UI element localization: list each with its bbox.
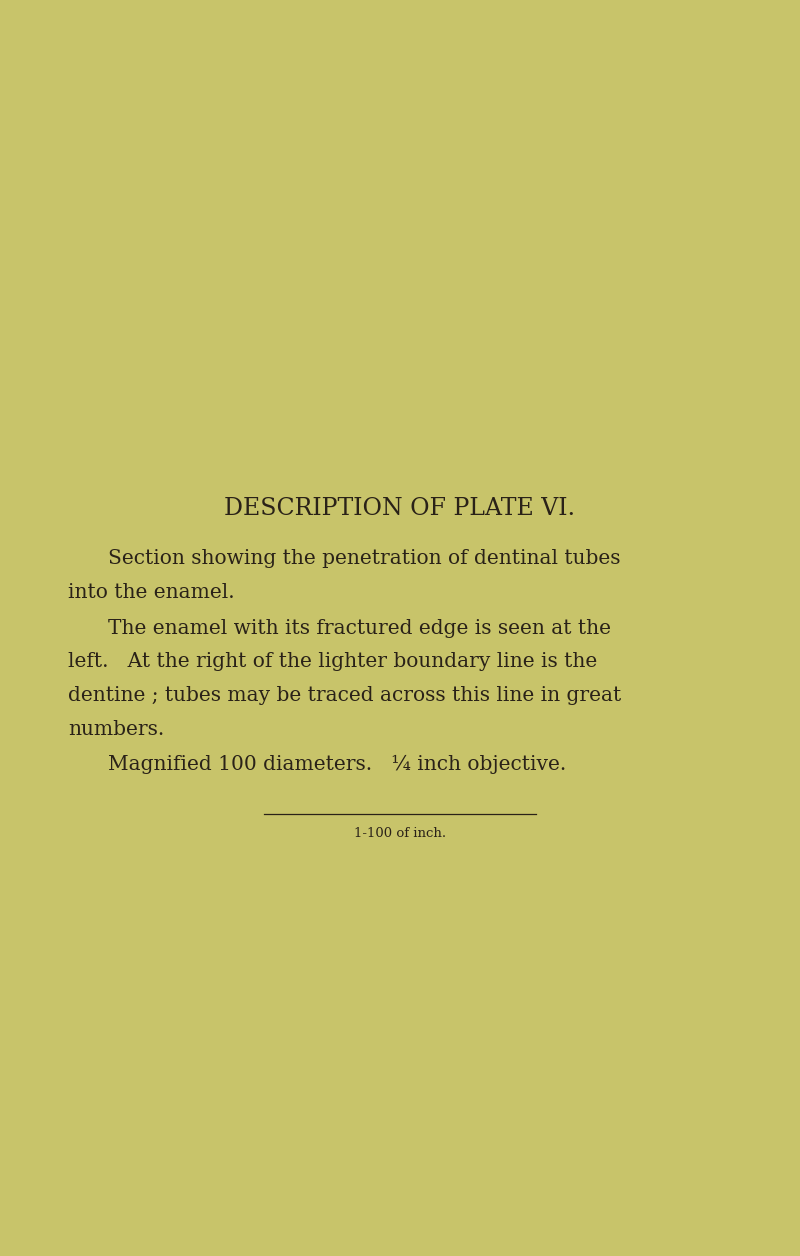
Text: DESCRIPTION OF PLATE VI.: DESCRIPTION OF PLATE VI. [225,497,575,520]
Text: Magnified 100 diameters.   ¼ inch objective.: Magnified 100 diameters. ¼ inch objectiv… [108,755,566,775]
Text: into the enamel.: into the enamel. [68,583,234,603]
Text: left.   At the right of the lighter boundary line is the: left. At the right of the lighter bounda… [68,652,598,672]
Text: 1-100 of inch.: 1-100 of inch. [354,828,446,840]
Text: numbers.: numbers. [68,720,164,740]
Text: Section showing the penetration of dentinal tubes: Section showing the penetration of denti… [108,549,621,569]
Text: dentine ; tubes may be traced across this line in great: dentine ; tubes may be traced across thi… [68,686,622,706]
Text: The enamel with its fractured edge is seen at the: The enamel with its fractured edge is se… [108,618,611,638]
